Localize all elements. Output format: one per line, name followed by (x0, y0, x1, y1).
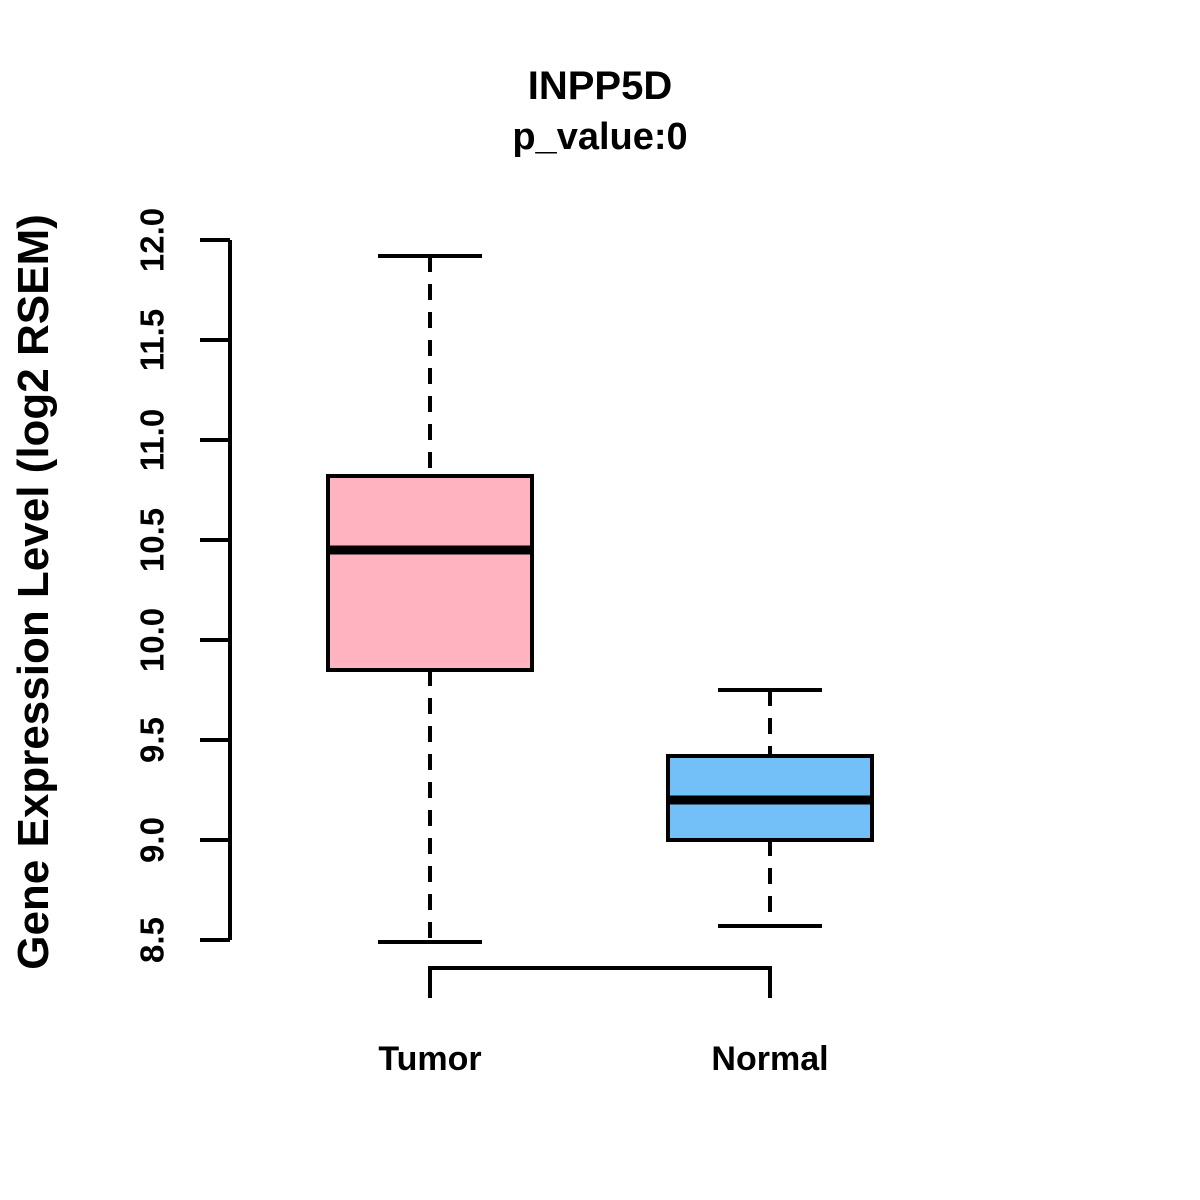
x-axis-bracket (428, 966, 772, 998)
y-axis-tick-label: 9.5 (134, 717, 171, 763)
tumor-box (326, 474, 534, 672)
y-axis-tick-label: 11.0 (134, 409, 171, 471)
y-axis-tick-label: 8.5 (134, 917, 171, 963)
chart-subtitle: p_value:0 (512, 116, 688, 158)
chart-title: INPP5D (527, 64, 673, 108)
y-axis-tick-label: 10.0 (134, 608, 171, 672)
y-axis-tick-label: 9.0 (134, 817, 171, 863)
x-axis-label-normal: Normal (711, 1040, 828, 1078)
y-axis-tick-label: 11.5 (134, 309, 171, 371)
y-axis-tick-label: 10.5 (134, 508, 171, 572)
y-axis-tick-label: 12.0 (134, 208, 171, 272)
x-axis-label-tumor: Tumor (378, 1040, 481, 1078)
